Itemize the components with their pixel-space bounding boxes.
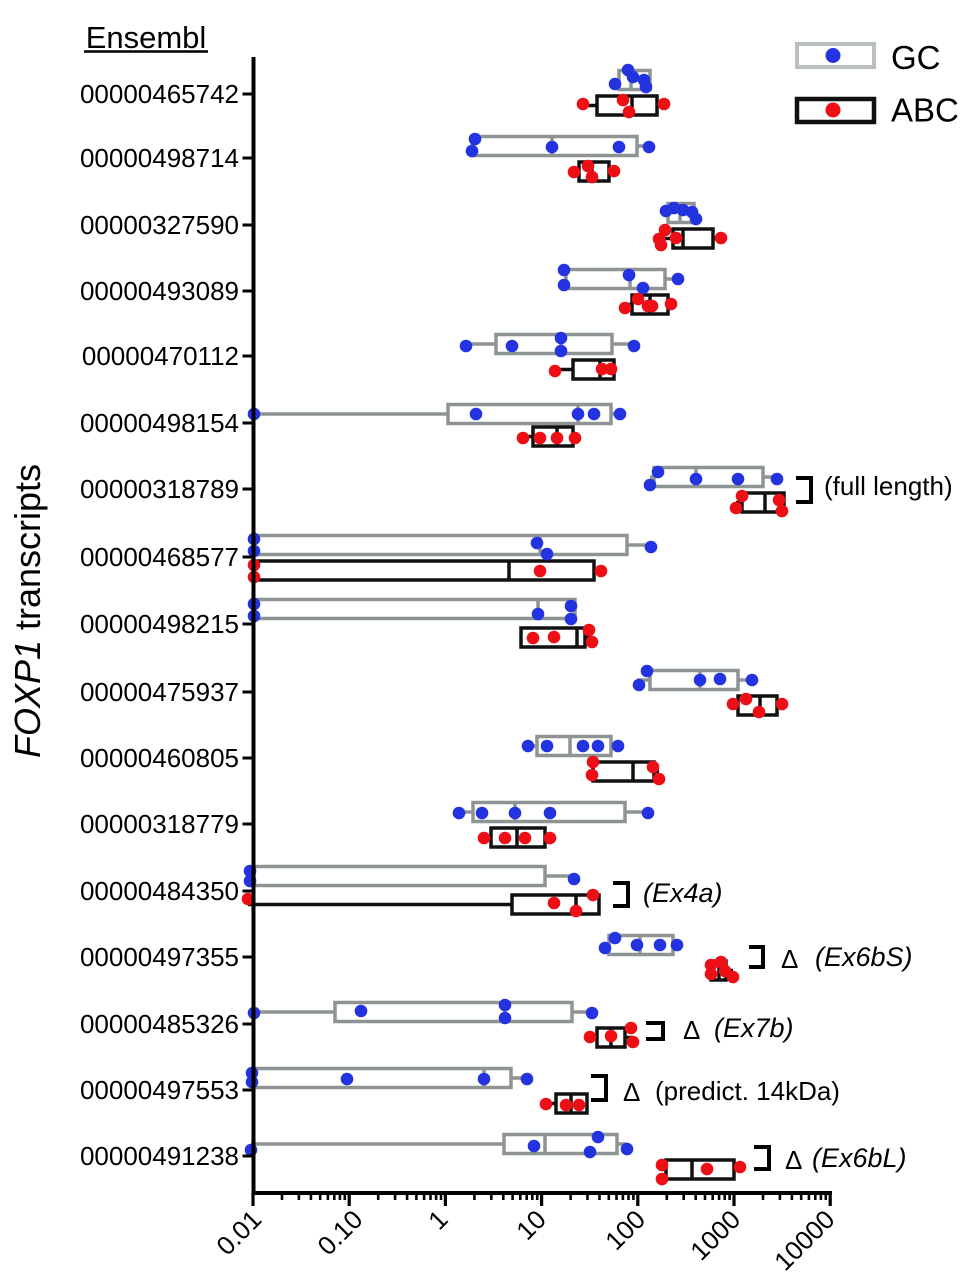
svg-text:00000468577: 00000468577 <box>80 542 239 572</box>
svg-text:00000493089: 00000493089 <box>80 276 239 306</box>
svg-text:00000318789: 00000318789 <box>80 474 239 504</box>
svg-text:Δ: Δ <box>785 1145 802 1175</box>
svg-text:00000465742: 00000465742 <box>80 79 239 109</box>
svg-text:Ensembl: Ensembl <box>86 20 207 55</box>
svg-text:00000491238: 00000491238 <box>80 1141 239 1171</box>
svg-text:00000497553: 00000497553 <box>80 1075 239 1105</box>
svg-text:(Ex7b): (Ex7b) <box>714 1013 794 1043</box>
svg-text:00000318779: 00000318779 <box>80 809 239 839</box>
svg-text:(full length): (full length) <box>824 471 953 501</box>
svg-text:00000498714: 00000498714 <box>80 143 239 173</box>
svg-text:ABC: ABC <box>891 92 959 129</box>
svg-text:00000460805: 00000460805 <box>80 743 239 773</box>
svg-text:00000327590: 00000327590 <box>80 210 239 240</box>
svg-text:Δ: Δ <box>623 1077 640 1107</box>
svg-text:(Ex4a): (Ex4a) <box>643 878 723 908</box>
svg-text:00000498215: 00000498215 <box>80 609 239 639</box>
svg-text:(predict. 14kDa): (predict. 14kDa) <box>655 1076 840 1106</box>
svg-text:00000498154: 00000498154 <box>80 408 239 438</box>
svg-text:00000475937: 00000475937 <box>80 677 239 707</box>
svg-text:(Ex6bL): (Ex6bL) <box>812 1143 907 1173</box>
svg-text:00000485326: 00000485326 <box>80 1009 239 1039</box>
svg-text:(Ex6bS): (Ex6bS) <box>815 942 913 972</box>
svg-text:00000470112: 00000470112 <box>82 341 239 371</box>
svg-text:Δ: Δ <box>781 944 798 974</box>
svg-text:Δ: Δ <box>683 1015 700 1045</box>
svg-text:FOXP1 transcripts: FOXP1 transcripts <box>7 464 48 758</box>
svg-text:GC: GC <box>891 39 941 76</box>
svg-text:00000497355: 00000497355 <box>80 942 239 972</box>
svg-text:00000484350: 00000484350 <box>80 876 239 906</box>
